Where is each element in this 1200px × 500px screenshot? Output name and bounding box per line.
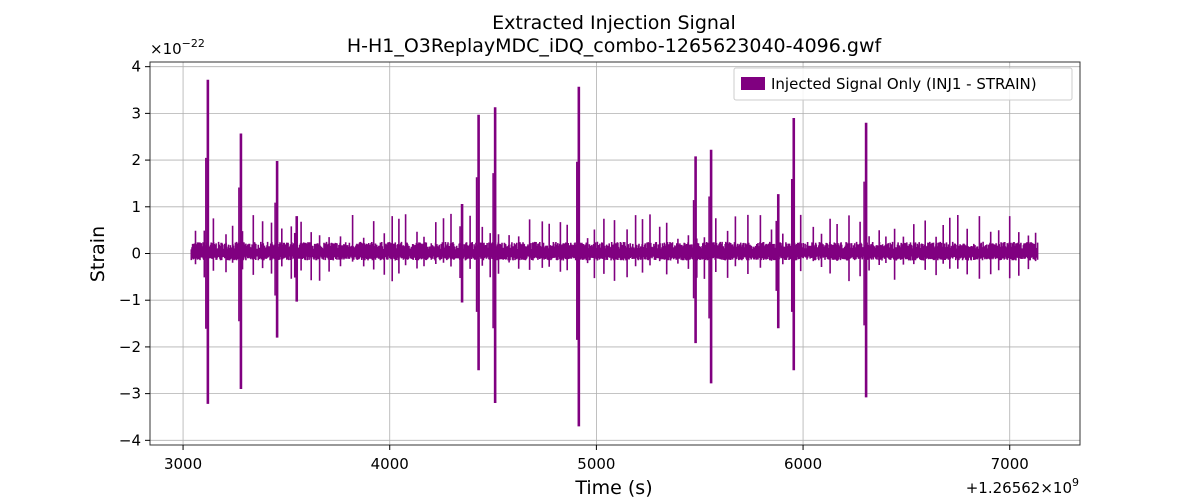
legend-box — [733, 67, 1073, 101]
y-tick-label: 3 — [131, 104, 141, 122]
y-tick-label: −1 — [119, 291, 141, 309]
legend: Injected Signal Only (INJ1 - STRAIN) — [733, 67, 1073, 101]
y-tick-label: −4 — [119, 431, 141, 449]
x-tick-label: 7000 — [991, 455, 1029, 473]
y-tick-label: 0 — [131, 245, 141, 263]
x-tick-label: 4000 — [371, 455, 409, 473]
y-tick-label: −3 — [119, 385, 141, 403]
x-tick-label: 6000 — [784, 455, 822, 473]
y-axis-ticks: −4 −3 −2 −1 0 1 2 3 4 — [119, 58, 150, 449]
legend-label: Injected Signal Only (INJ1 - STRAIN) — [771, 75, 1037, 93]
x-tick-label: 5000 — [577, 455, 615, 473]
y-tick-label: 2 — [131, 151, 141, 169]
y-tick-label: 1 — [131, 198, 141, 216]
signal-small-spikes — [194, 213, 1037, 282]
series-injected-signal — [190, 79, 1039, 427]
x-offset-label: +1.26562×109 — [966, 476, 1079, 497]
x-axis-ticks: 3000 4000 5000 6000 7000 — [164, 445, 1029, 473]
x-tick-label: 3000 — [164, 455, 202, 473]
y-axis-label: Strain — [87, 226, 109, 282]
chart-subtitle: H-H1_O3ReplayMDC_iDQ_combo-1265623040-40… — [347, 35, 883, 57]
y-scale-label: ×10−22 — [150, 37, 205, 58]
x-axis-label: Time (s) — [574, 477, 652, 499]
y-tick-label: 4 — [131, 58, 141, 76]
chart-title: Extracted Injection Signal — [492, 12, 736, 34]
y-tick-label: −2 — [119, 338, 141, 356]
legend-swatch — [741, 77, 765, 90]
